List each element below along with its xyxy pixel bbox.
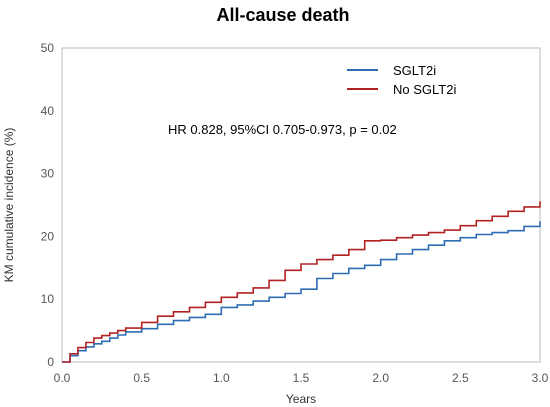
x-axis-ticks: 0.0 0.5 1.0 1.5 2.0 2.5 3.0 — [54, 371, 549, 385]
x-tick-label: 0.5 — [133, 371, 150, 385]
plot-frame — [61, 47, 541, 363]
series-layer — [62, 201, 541, 363]
legend-label-sglt2i: SGLT2i — [393, 63, 436, 78]
y-axis-label: KM cumulative incidence (%) — [2, 128, 16, 283]
series-line-no-sglt2i — [62, 201, 541, 363]
x-tick-label: 1.0 — [213, 371, 230, 385]
chart-title: All-cause death — [216, 5, 349, 25]
y-tick-label: 0 — [47, 355, 54, 369]
x-tick-label: 1.5 — [293, 371, 310, 385]
series-line-sglt2i — [62, 221, 541, 363]
x-tick-label: 2.0 — [372, 371, 389, 385]
hazard-ratio-annotation: HR 0.828, 95%CI 0.705-0.973, p = 0.02 — [168, 122, 397, 137]
x-tick-label: 0.0 — [54, 371, 71, 385]
y-axis-ticks: 0 10 20 30 40 50 — [41, 41, 55, 369]
legend: SGLT2i No SGLT2i — [347, 63, 456, 97]
legend-label-no-sglt2i: No SGLT2i — [393, 82, 456, 97]
y-tick-label: 30 — [41, 167, 55, 181]
y-tick-label: 50 — [41, 41, 55, 55]
y-tick-label: 10 — [41, 292, 55, 306]
x-axis-label: Years — [286, 392, 316, 406]
y-tick-label: 40 — [41, 104, 55, 118]
x-tick-label: 3.0 — [532, 371, 549, 385]
y-tick-label: 20 — [41, 229, 55, 243]
x-tick-label: 2.5 — [452, 371, 469, 385]
